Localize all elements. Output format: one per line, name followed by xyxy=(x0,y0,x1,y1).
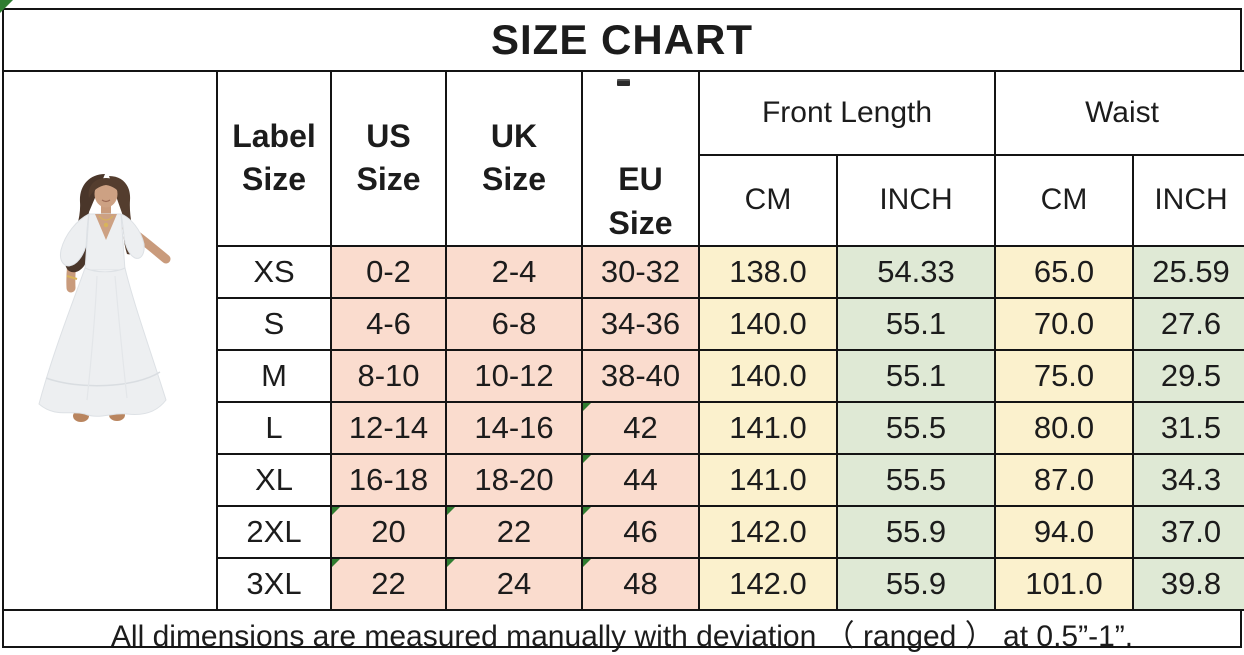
size-row-3xl: 3XL 22 24 48 142.0 55.9 101.0 39.8 xyxy=(4,556,1244,611)
cell-waist-cm: 70.0 xyxy=(994,296,1134,351)
cell-waist-cm: 87.0 xyxy=(994,452,1134,507)
size-row-2xl: 2XL 20 22 46 142.0 55.9 94.0 37.0 xyxy=(4,504,1244,559)
cell-label: L xyxy=(217,400,332,455)
cell-uk: 24 xyxy=(445,556,583,611)
sheet-corner-marker xyxy=(0,0,13,13)
cell-front-cm: 138.0 xyxy=(698,244,838,299)
cell-uk: 18-20 xyxy=(445,452,583,507)
cell-eu: 42 xyxy=(581,400,700,455)
cell-uk: 2-4 xyxy=(445,244,583,299)
header-front-length: Front Length xyxy=(698,70,996,156)
comment-marker xyxy=(584,455,591,463)
model-illustration xyxy=(38,174,171,422)
cell-front-cm: 141.0 xyxy=(698,452,838,507)
measurement-note: All dimensions are measured manually wit… xyxy=(110,619,1134,653)
page-title: SIZE CHART xyxy=(491,16,753,63)
cell-label: 2XL xyxy=(217,504,332,559)
cell-front-cm: 140.0 xyxy=(698,296,838,351)
cell-us: 16-18 xyxy=(330,452,447,507)
header-waist: Waist xyxy=(993,70,1244,156)
cell-front-inch: 55.1 xyxy=(836,296,996,351)
cell-eu: 46 xyxy=(581,504,700,559)
header-waist-cm: CM xyxy=(994,153,1134,247)
cell-front-inch: 55.1 xyxy=(836,348,996,403)
title-bar: SIZE CHART xyxy=(4,10,1240,70)
header-uk-size: UK Size xyxy=(445,70,583,247)
cell-waist-inch: 27.6 xyxy=(1131,296,1244,351)
cell-front-inch: 55.9 xyxy=(836,504,996,559)
comment-marker xyxy=(333,507,340,515)
cell-front-inch: 54.33 xyxy=(836,244,996,299)
size-row-m: M 8-10 10-12 38-40 140.0 55.1 75.0 29.5 xyxy=(4,348,1244,403)
header-front-inch: INCH xyxy=(836,153,996,247)
cell-us: 0-2 xyxy=(330,244,447,299)
header-us-size: US Size xyxy=(330,70,447,247)
size-row-l: L 12-14 14-16 42 141.0 55.5 80.0 31.5 xyxy=(4,400,1244,455)
cell-waist-cm: 80.0 xyxy=(994,400,1134,455)
cell-label: M xyxy=(217,348,332,403)
cell-front-cm: 142.0 xyxy=(698,556,838,611)
cell-uk: 22 xyxy=(445,504,583,559)
cell-waist-inch: 37.0 xyxy=(1131,504,1244,559)
cell-label: 3XL xyxy=(217,556,332,611)
size-table: Label Size US Size UK Size EU Size Front… xyxy=(4,70,1244,611)
cell-waist-inch: 34.3 xyxy=(1131,452,1244,507)
cell-waist-inch: 31.5 xyxy=(1131,400,1244,455)
cell-waist-cm: 101.0 xyxy=(994,556,1134,611)
header-eu-size: EU Size xyxy=(581,70,700,247)
cell-us: 8-10 xyxy=(330,348,447,403)
header-front-cm: CM xyxy=(699,153,838,247)
cell-waist-inch: 29.5 xyxy=(1131,348,1244,403)
cell-eu: 38-40 xyxy=(581,348,700,403)
cell-uk: 10-12 xyxy=(445,348,583,403)
comment-marker xyxy=(333,559,340,567)
cell-front-inch: 55.9 xyxy=(836,556,996,611)
cell-us: 12-14 xyxy=(330,400,447,455)
cell-waist-cm: 94.0 xyxy=(994,504,1134,559)
comment-artifact-mark xyxy=(616,81,630,86)
note-bar: All dimensions are measured manually wit… xyxy=(4,611,1240,655)
cell-front-cm: 142.0 xyxy=(698,504,838,559)
cell-waist-cm: 65.0 xyxy=(994,244,1134,299)
cell-front-cm: 140.0 xyxy=(698,348,838,403)
cell-front-inch: 55.5 xyxy=(836,452,996,507)
cell-eu: 48 xyxy=(581,556,700,611)
size-row-xs: XS 0-2 2-4 30-32 138.0 54.33 65.0 25.59 xyxy=(4,244,1244,299)
comment-marker xyxy=(584,559,591,567)
cell-waist-inch: 25.59 xyxy=(1131,244,1244,299)
cell-eu: 30-32 xyxy=(581,244,700,299)
cell-waist-cm: 75.0 xyxy=(994,348,1134,403)
header-label-size: Label Size xyxy=(216,70,332,247)
cell-us: 22 xyxy=(330,556,447,611)
header-waist-inch: INCH xyxy=(1131,153,1244,247)
comment-marker xyxy=(584,403,591,411)
comment-marker xyxy=(448,559,455,567)
cell-waist-inch: 39.8 xyxy=(1131,556,1244,611)
cell-uk: 6-8 xyxy=(445,296,583,351)
comment-marker xyxy=(448,507,455,515)
comment-marker xyxy=(584,507,591,515)
cell-label: XS xyxy=(217,244,332,299)
cell-us: 4-6 xyxy=(330,296,447,351)
cell-uk: 14-16 xyxy=(445,400,583,455)
size-row-xl: XL 16-18 18-20 44 141.0 55.5 87.0 34.3 xyxy=(4,452,1244,507)
cell-eu: 44 xyxy=(581,452,700,507)
size-chart-sheet: SIZE CHART xyxy=(2,8,1244,653)
size-row-s: S 4-6 6-8 34-36 140.0 55.1 70.0 27.6 xyxy=(4,296,1244,351)
model-image-cell xyxy=(4,70,218,611)
cell-label: XL xyxy=(217,452,332,507)
cell-label: S xyxy=(217,296,332,351)
cell-eu: 34-36 xyxy=(581,296,700,351)
cell-front-cm: 141.0 xyxy=(698,400,838,455)
cell-front-inch: 55.5 xyxy=(836,400,996,455)
cell-us: 20 xyxy=(330,504,447,559)
model-photo xyxy=(14,172,184,428)
